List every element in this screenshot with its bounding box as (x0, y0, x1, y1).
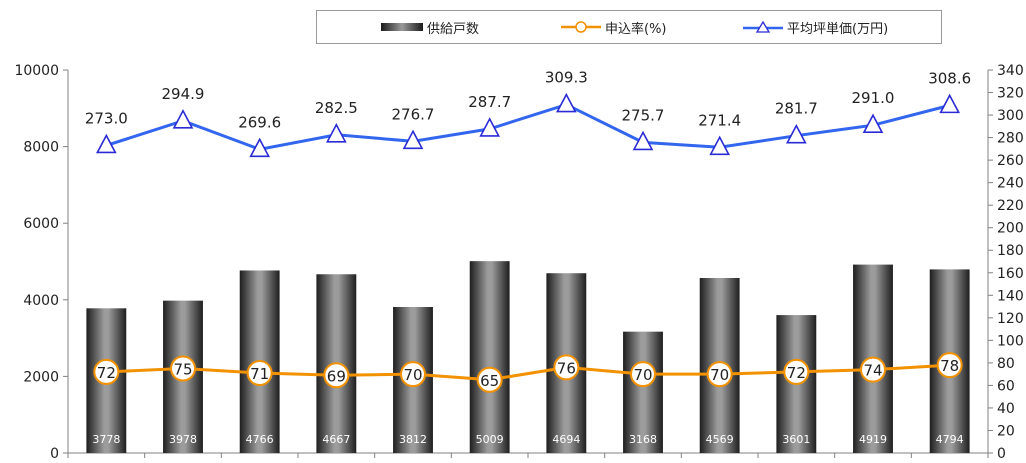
price-line (106, 105, 949, 150)
price-value-label: 281.7 (775, 100, 818, 118)
right-tick-label: 80 (997, 356, 1015, 372)
rate-value-label: 70 (710, 366, 729, 384)
bar-value-label: 4766 (246, 433, 274, 446)
right-tick-label: 260 (997, 153, 1024, 169)
rate-value-label: 75 (173, 361, 192, 379)
price-point (174, 111, 192, 128)
right-tick-label: 280 (997, 131, 1024, 147)
price-value-label: 294.9 (162, 85, 205, 103)
right-tick-label: 200 (997, 221, 1024, 237)
right-tick-label: 160 (997, 266, 1024, 282)
right-tick-label: 100 (997, 333, 1024, 349)
rate-value-label: 74 (863, 362, 882, 380)
price-value-label: 287.7 (468, 93, 511, 111)
right-tick-label: 340 (997, 63, 1024, 79)
price-value-label: 308.6 (928, 69, 971, 87)
left-tick-label: 4000 (23, 293, 59, 309)
rate-value-label: 70 (633, 366, 652, 384)
price-point (941, 95, 959, 112)
rate-line (106, 365, 949, 380)
rate-value-label: 72 (787, 364, 806, 382)
left-tick-label: 2000 (23, 369, 59, 385)
bar-value-label: 4794 (936, 433, 964, 446)
price-point (557, 95, 575, 112)
right-tick-label: 240 (997, 176, 1024, 192)
bar (470, 261, 510, 453)
right-tick-label: 20 (997, 423, 1015, 439)
right-tick-label: 40 (997, 401, 1015, 417)
bar-value-label: 4694 (552, 433, 580, 446)
bar-value-label: 3778 (92, 433, 120, 446)
rate-value-label: 65 (480, 372, 499, 390)
price-value-label: 282.5 (315, 99, 358, 117)
rate-value-label: 76 (557, 359, 576, 377)
bar-value-label: 3168 (629, 433, 657, 446)
bar-value-label: 3601 (782, 433, 810, 446)
right-tick-label: 0 (997, 446, 1006, 462)
right-tick-label: 60 (997, 378, 1015, 394)
price-point (327, 125, 345, 142)
right-tick-label: 320 (997, 86, 1024, 102)
price-value-label: 269.6 (238, 113, 281, 131)
left-tick-label: 10000 (14, 63, 59, 79)
rate-value-label: 70 (403, 366, 422, 384)
price-value-label: 276.7 (392, 105, 435, 123)
rate-value-label: 72 (97, 364, 116, 382)
price-value-label: 309.3 (545, 69, 588, 87)
right-tick-label: 300 (997, 108, 1024, 124)
bar-value-label: 4667 (322, 433, 350, 446)
price-value-label: 275.7 (622, 106, 665, 124)
left-tick-label: 6000 (23, 216, 59, 232)
bar-value-label: 5009 (476, 433, 504, 446)
bar-value-label: 3978 (169, 433, 197, 446)
bar-value-label: 4919 (859, 433, 887, 446)
left-tick-label: 0 (50, 446, 59, 462)
rate-value-label: 69 (327, 367, 346, 385)
rate-value-label: 78 (940, 357, 959, 375)
right-tick-label: 180 (997, 243, 1024, 259)
price-value-label: 291.0 (852, 89, 895, 107)
price-value-label: 273.0 (85, 109, 128, 127)
right-tick-label: 140 (997, 288, 1024, 304)
bar-value-label: 3812 (399, 433, 427, 446)
right-tick-label: 220 (997, 198, 1024, 214)
left-tick-label: 8000 (23, 140, 59, 156)
rate-value-label: 71 (250, 365, 269, 383)
right-tick-label: 120 (997, 311, 1024, 327)
price-value-label: 271.4 (698, 111, 741, 129)
bar-value-label: 4569 (706, 433, 734, 446)
